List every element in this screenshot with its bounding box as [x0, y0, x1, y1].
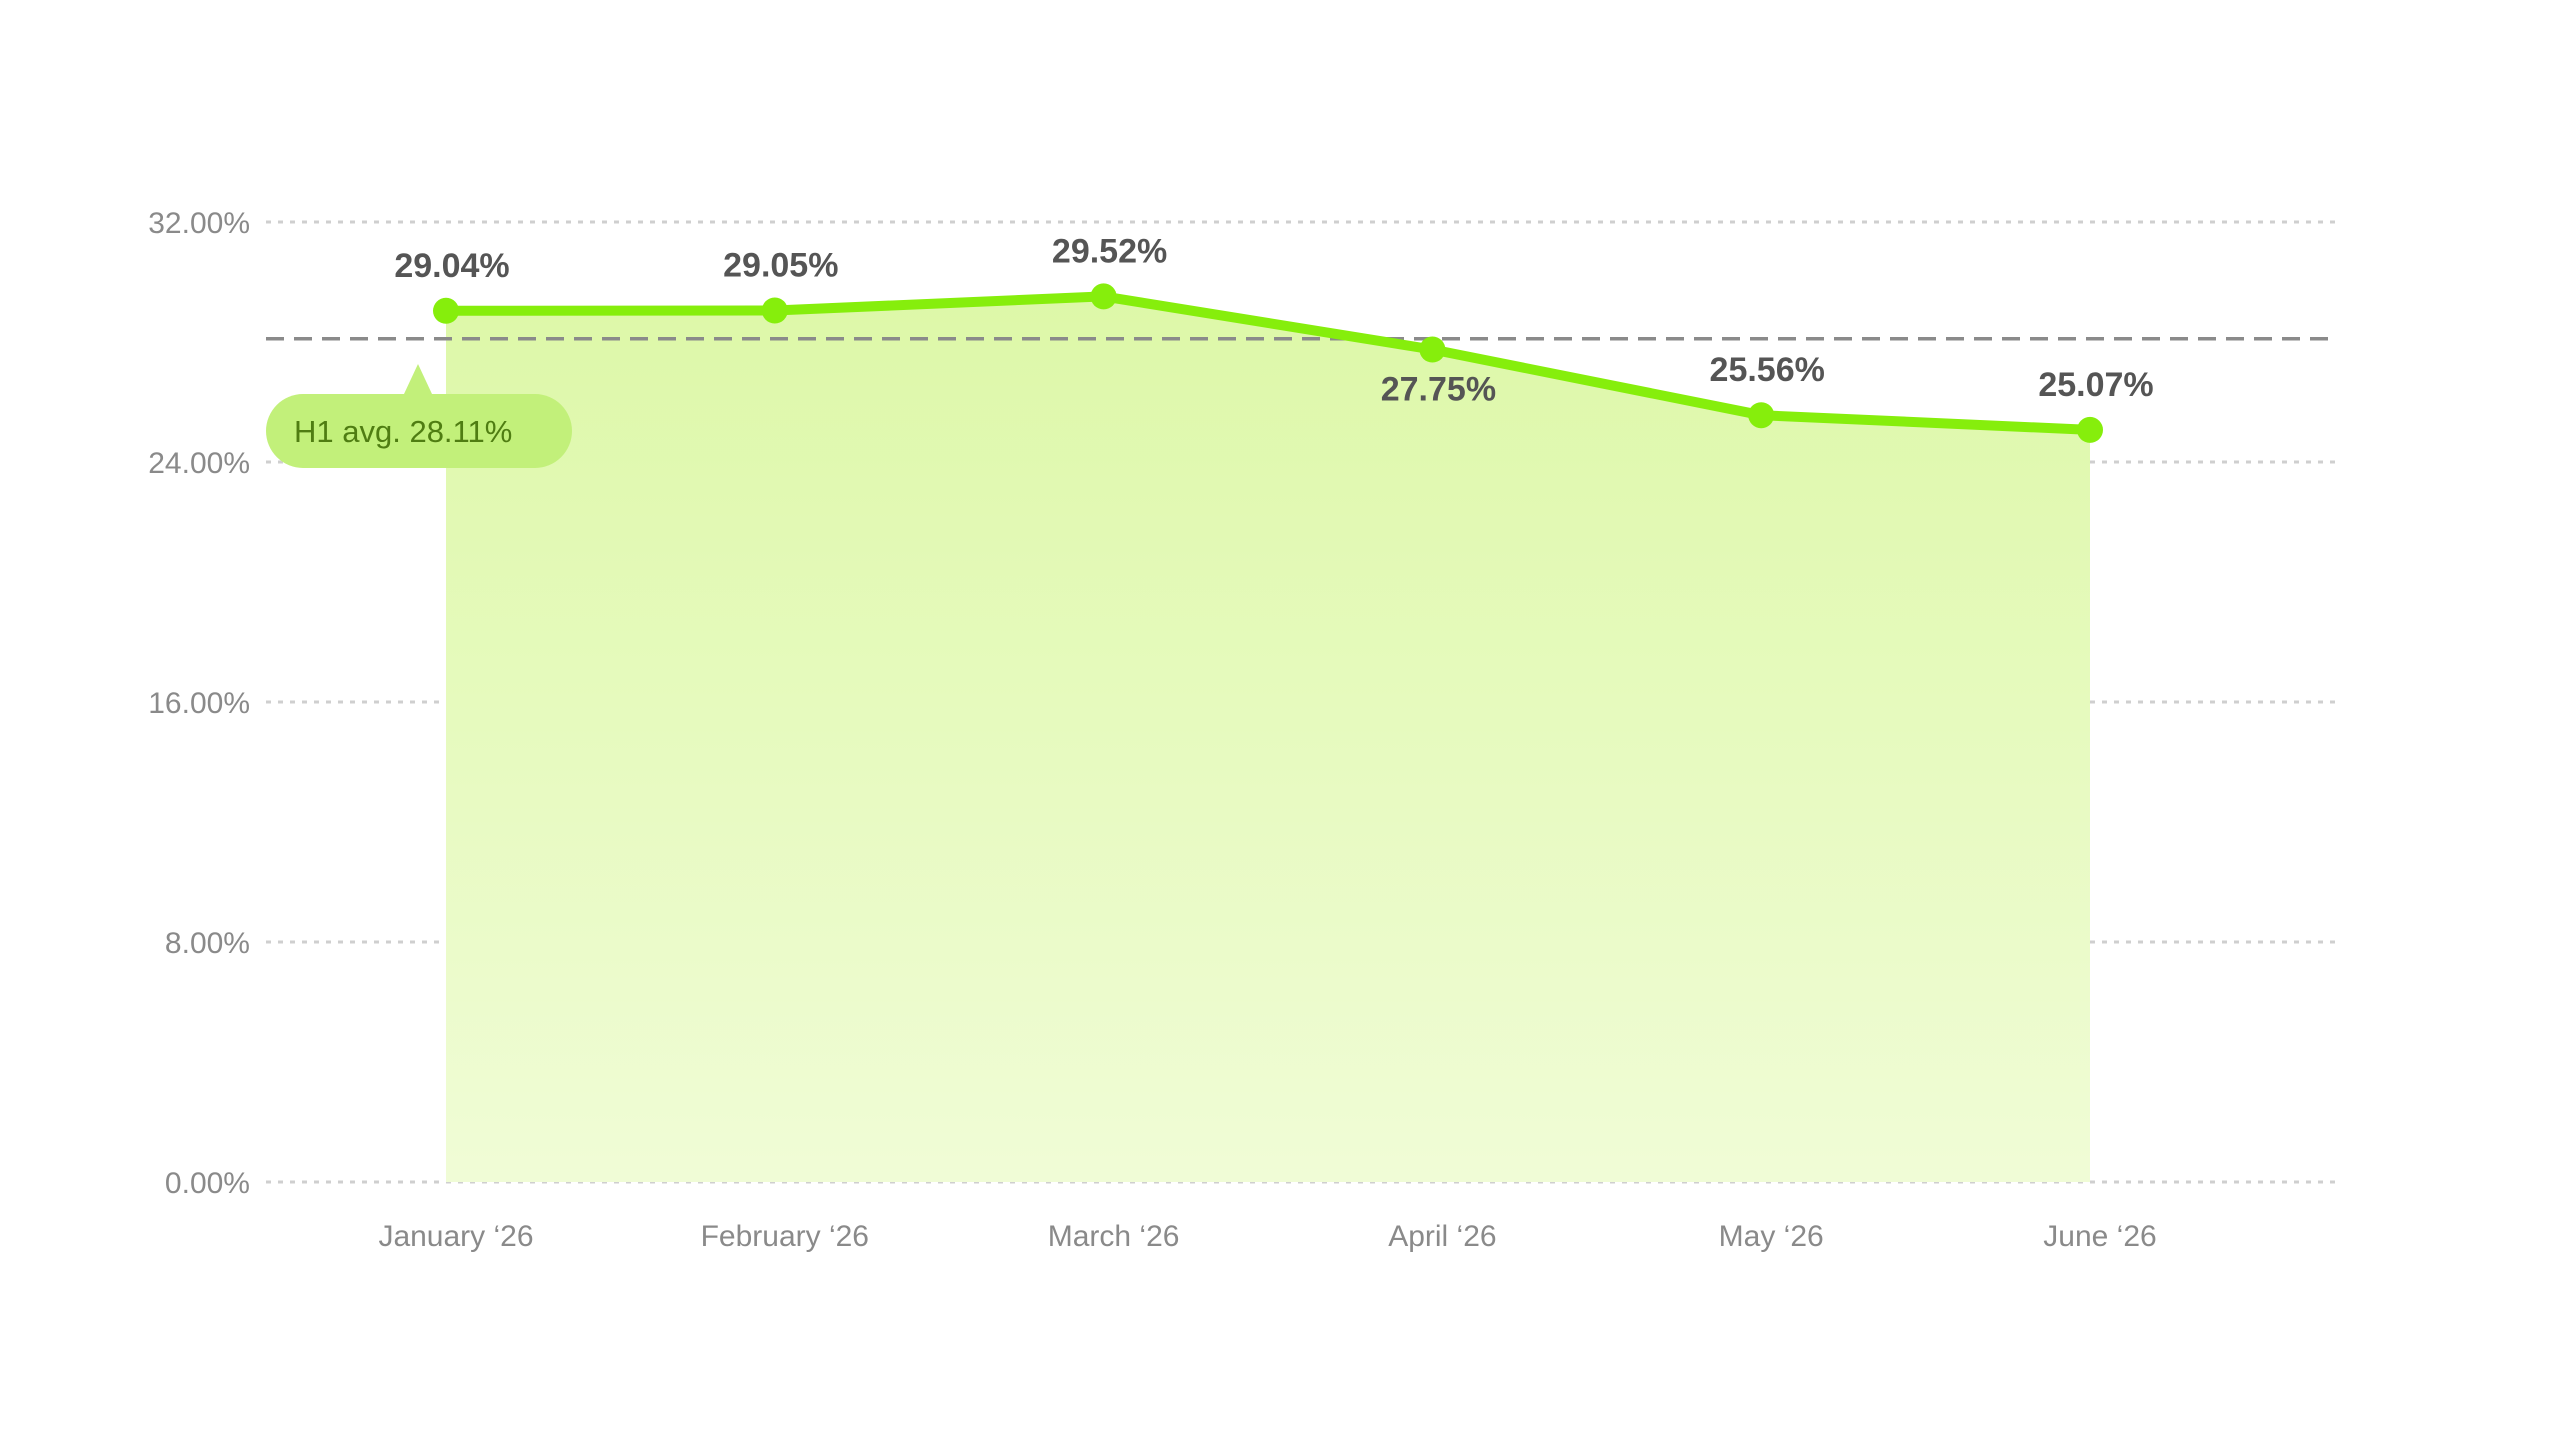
data-point [1419, 336, 1446, 363]
x-tick-label: March ‘26 [1048, 1220, 1180, 1253]
y-tick-label: 0.00% [165, 1167, 250, 1200]
data-label: 29.52% [1052, 232, 1167, 270]
average-badge [266, 394, 572, 468]
x-tick-label: January ‘26 [378, 1220, 533, 1253]
average-badge-pointer [404, 364, 432, 394]
x-axis: January ‘26 February ‘26 March ‘26 April ‘2… [378, 1220, 2156, 1253]
line-layer [441, 291, 2095, 435]
x-tick-label: April ‘26 [1388, 1220, 1496, 1253]
data-point [761, 297, 788, 324]
label-layer: 29.04% 29.05% 29.52% 27.75% 25.56% 25.07% [394, 232, 2153, 408]
series-line [441, 291, 2095, 435]
y-tick-label: 8.00% [165, 927, 250, 960]
x-tick-label: June ‘26 [2043, 1220, 2156, 1253]
y-tick-label: 32.00% [148, 207, 250, 240]
average-badge-label: H1 avg. 28.11% [294, 414, 512, 449]
point-layer [433, 283, 2103, 443]
area-fill [446, 296, 2090, 1182]
data-label: 25.07% [2038, 366, 2153, 404]
data-label: 29.04% [394, 247, 509, 285]
y-tick-label: 16.00% [148, 687, 250, 720]
y-tick-label: 24.00% [148, 447, 250, 480]
data-point [1748, 402, 1775, 429]
data-point [1090, 283, 1117, 310]
data-label: 29.05% [723, 247, 838, 285]
reference-layer: H1 avg. 28.11% [266, 336, 2335, 468]
data-point [2077, 416, 2103, 443]
data-label: 27.75% [1381, 371, 1496, 409]
data-point [433, 297, 459, 324]
x-tick-label: May ‘26 [1719, 1220, 1824, 1253]
area-layer [446, 296, 2090, 1182]
data-label: 25.56% [1710, 351, 1825, 389]
x-tick-label: February ‘26 [701, 1220, 869, 1253]
